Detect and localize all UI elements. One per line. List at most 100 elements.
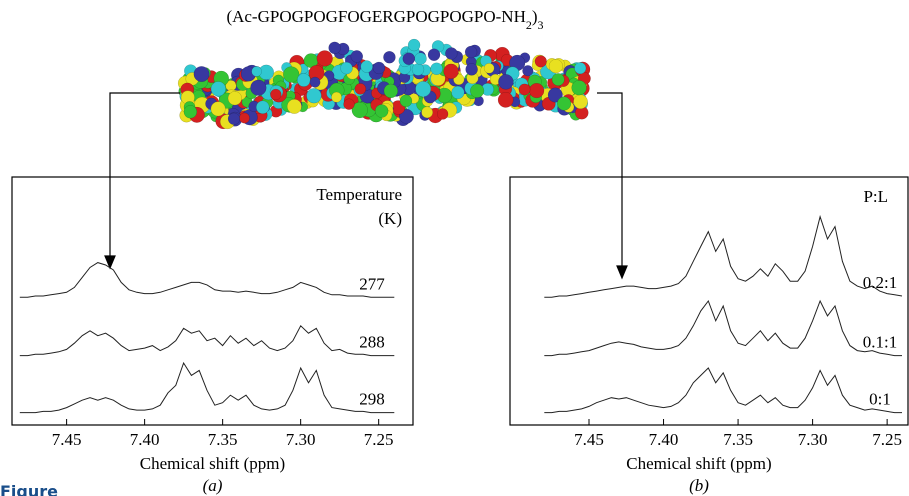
x-tick-label: 7.40 (649, 430, 679, 449)
atom (227, 91, 242, 106)
caption: Figure (0, 482, 58, 496)
legend-title: P:L (863, 187, 888, 206)
atom (427, 48, 441, 61)
atom (497, 91, 514, 108)
atom (328, 41, 341, 55)
atom (407, 38, 421, 52)
atom (445, 47, 458, 60)
atom (529, 83, 545, 99)
atom (573, 94, 588, 110)
x-tick-label: 7.45 (52, 430, 82, 449)
arrow-head (616, 265, 628, 280)
atom (270, 88, 282, 101)
plot-frame (509, 176, 909, 426)
atom (296, 73, 311, 87)
series-label: 0.2:1 (863, 273, 897, 292)
atom (250, 79, 267, 96)
atom (340, 61, 353, 75)
subscript: 3 (538, 18, 544, 32)
atom (483, 62, 495, 74)
plot-frame (11, 176, 414, 426)
title-part: (Ac-GPOGPOGFOGERGPOGPOGPO-NH (226, 7, 525, 26)
atom (522, 65, 534, 77)
atom (436, 108, 449, 120)
atom (571, 80, 587, 96)
atom (411, 63, 425, 76)
atom (331, 91, 342, 103)
x-axis-label: Chemical shift (ppm) (140, 454, 285, 473)
x-tick-label: 7.45 (574, 430, 604, 449)
atom (402, 52, 416, 65)
x-tick-label: 7.35 (208, 430, 238, 449)
atom (551, 73, 565, 86)
spectrum-line (19, 262, 395, 298)
atom (443, 63, 459, 80)
atom (414, 52, 427, 65)
atom (574, 62, 587, 75)
x-tick-label: 7.35 (723, 430, 753, 449)
x-tick-label: 7.25 (364, 430, 394, 449)
atom (556, 96, 572, 111)
series-label: 0.1:1 (863, 333, 897, 352)
atom (351, 101, 368, 119)
x-tick-label: 7.30 (798, 430, 828, 449)
x-tick-label: 7.25 (872, 430, 902, 449)
series-label: 298 (359, 390, 385, 409)
spectrum-line (544, 299, 902, 357)
atom (309, 76, 321, 88)
arrow-b (597, 92, 623, 268)
series-label: 0:1 (869, 390, 891, 409)
spectrum-line (19, 324, 395, 357)
spectrum-line (19, 361, 395, 414)
atom (548, 59, 563, 74)
series-label: 277 (359, 274, 385, 293)
atom (374, 104, 389, 118)
atom (383, 50, 396, 64)
atom (430, 62, 443, 75)
atom (316, 50, 333, 67)
arrow-a (109, 92, 180, 258)
atom (518, 83, 531, 96)
atom (239, 112, 250, 124)
atom (354, 83, 367, 95)
arrow-head (104, 255, 116, 270)
spectrum-line (544, 367, 902, 414)
atom (251, 66, 262, 77)
atom (498, 74, 514, 90)
panel-label: (b) (689, 476, 709, 495)
atom (227, 112, 241, 125)
atom (183, 105, 198, 119)
subscript: 2 (526, 18, 532, 32)
atom (283, 66, 300, 83)
molecule-image (177, 38, 591, 130)
legend-title: Temperature (K) (316, 185, 402, 228)
atom (465, 63, 478, 76)
x-axis-label: Chemical shift (ppm) (626, 454, 771, 473)
atom (255, 100, 270, 115)
atom (398, 108, 414, 124)
panel-label: (a) (203, 476, 223, 495)
atom (306, 88, 322, 104)
atom (421, 106, 434, 119)
series-label: 288 (359, 333, 385, 352)
atom (350, 50, 364, 63)
atom (547, 87, 563, 103)
x-tick-label: 7.40 (130, 430, 160, 449)
spectrum-line (544, 214, 903, 298)
atom (470, 83, 485, 98)
atom (534, 55, 547, 68)
arrows (104, 92, 628, 280)
atom (415, 81, 432, 97)
title: (Ac-GPOGPOGFOGERGPOGPOGPO-NH2)3 (226, 7, 543, 32)
atom (286, 98, 302, 114)
atom (372, 61, 386, 75)
atom (343, 98, 355, 110)
atom (464, 45, 478, 59)
atom (451, 85, 465, 100)
atom (193, 66, 210, 83)
x-tick-label: 7.30 (286, 430, 316, 449)
title-part: ) (532, 7, 538, 26)
atom (360, 60, 373, 73)
